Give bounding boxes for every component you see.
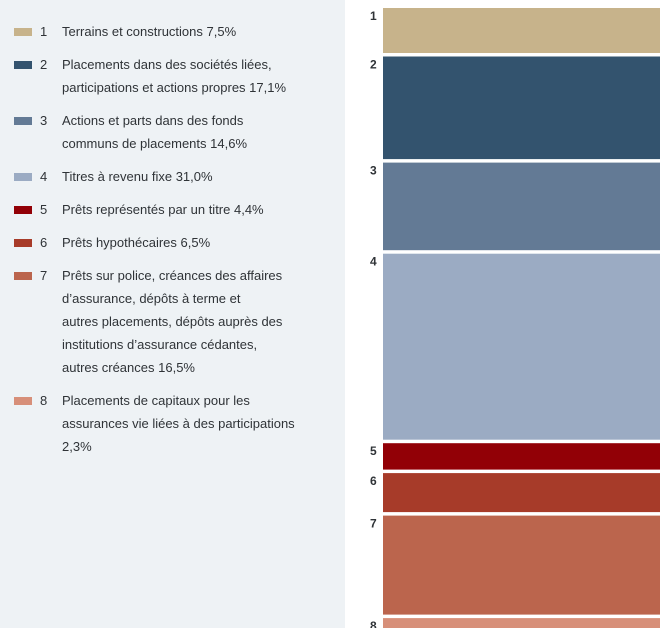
segment-label: 8 [370, 619, 377, 628]
legend-value: 2,3% [62, 439, 92, 454]
legend-swatch [14, 116, 32, 125]
legend-name: Placements de capitaux pour les assuranc… [62, 393, 295, 431]
legend-text: Terrains et constructions 7,5% [62, 20, 342, 43]
legend-name: Prêts représentés par un titre [62, 202, 231, 217]
legend-number: 4 [40, 169, 48, 184]
legend-swatch [14, 172, 32, 181]
legend-swatch [14, 27, 32, 36]
legend-value: 7,5% [206, 24, 237, 39]
legend-swatch [14, 205, 32, 214]
legend-name: Prêts sur police, créances des affaires … [62, 268, 283, 375]
legend-text: Prêts représentés par un titre 4,4% [62, 198, 342, 221]
legend-swatch [14, 238, 32, 247]
bar-segment [383, 618, 660, 628]
legend-item: 6 Prêts hypothécaires 6,5% [0, 231, 345, 254]
legend-value: 14,6% [210, 136, 248, 151]
bar-segment [383, 253, 660, 440]
segment-label: 5 [370, 444, 377, 458]
legend-item: 3 Actions et parts dans des fonds communs… [0, 109, 345, 155]
bar-segment [383, 443, 660, 470]
bar-segment [383, 8, 660, 53]
legend-number: 5 [40, 202, 48, 217]
legend-number: 2 [40, 57, 48, 72]
legend-swatch [14, 60, 32, 69]
legend-text: Placements de capitaux pour les assuranc… [62, 389, 342, 458]
legend-swatch [14, 396, 32, 405]
legend-number: 6 [40, 235, 48, 250]
segment-label: 6 [370, 474, 377, 488]
legend-value: 17,1% [249, 80, 287, 95]
legend-name: Prêts hypothécaires [62, 235, 177, 250]
segment-label: 3 [370, 164, 377, 178]
bar-segment [383, 56, 660, 160]
bar-segment [383, 473, 660, 513]
legend-item: 2 Placements dans des sociétés liées, par… [0, 53, 345, 99]
legend-number: 7 [40, 268, 48, 283]
legend-name: Terrains et constructions [62, 24, 203, 39]
segment-label: 7 [370, 517, 377, 531]
legend-item: 7 Prêts sur police, créances des affaires… [0, 264, 345, 379]
legend-name: Placements dans des sociétés liées, part… [62, 57, 272, 95]
legend-item: 1 Terrains et constructions 7,5% [0, 20, 345, 43]
legend: 1 Terrains et constructions 7,5% 2 Placemen… [0, 0, 345, 628]
legend-name: Titres à revenu fixe [62, 169, 173, 184]
bar-segment [383, 515, 660, 615]
segment-label: 4 [370, 255, 377, 269]
legend-item: 5 Prêts représentés par un titre 4,4% [0, 198, 345, 221]
legend-name: Actions et parts dans des fonds communs … [62, 113, 244, 151]
legend-text: Actions et parts dans des fonds communs … [62, 109, 342, 155]
legend-value: 31,0% [175, 169, 213, 184]
legend-value: 16,5% [158, 360, 195, 375]
legend-item: 4 Titres à revenu fixe 31,0% [0, 165, 345, 188]
segment-label: 1 [370, 9, 377, 23]
legend-value: 6,5% [180, 235, 211, 250]
bar-segment [383, 162, 660, 251]
legend-value: 4,4% [233, 202, 264, 217]
legend-number: 3 [40, 113, 48, 128]
legend-number: 8 [40, 393, 48, 408]
legend-number: 1 [40, 24, 48, 39]
legend-text: Placements dans des sociétés liées, part… [62, 53, 342, 99]
legend-swatch [14, 271, 32, 280]
legend-text: Prêts sur police, créances des affaires … [62, 264, 342, 379]
legend-item: 8 Placements de capitaux pour les assuran… [0, 389, 345, 458]
segment-label: 2 [370, 58, 377, 72]
legend-text: Prêts hypothécaires 6,5% [62, 231, 342, 254]
legend-text: Titres à revenu fixe 31,0% [62, 165, 342, 188]
